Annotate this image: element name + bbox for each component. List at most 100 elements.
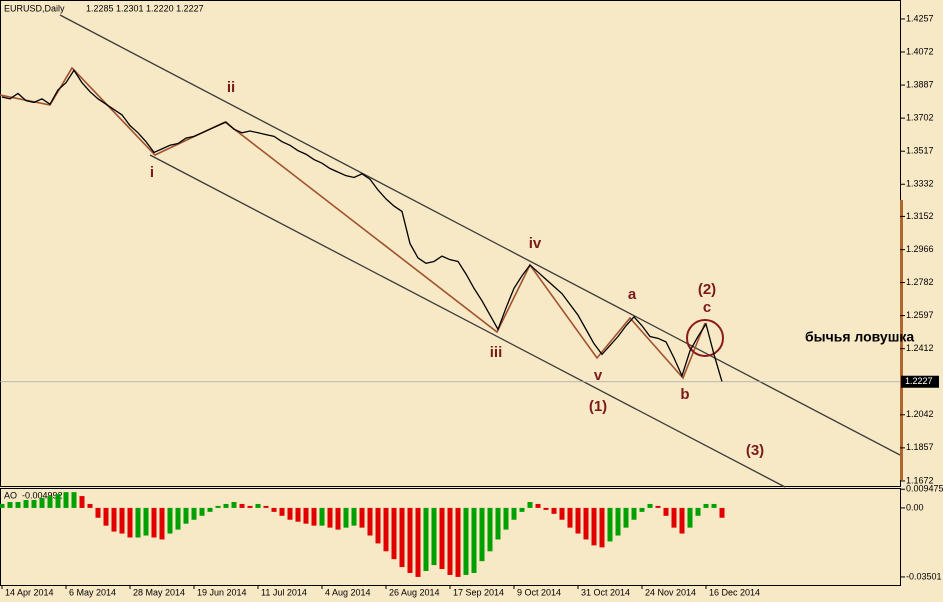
ao-bar [303,507,309,524]
ao-bar [375,507,381,544]
ao-bar [263,505,269,508]
ao-bar [527,501,533,508]
y-tick-label: 1.3332 [906,179,934,189]
ao-bar [607,507,613,542]
x-tick-label: 19 Jun 2014 [197,587,247,597]
price-line [1,69,723,382]
ao-bar [143,507,149,536]
x-tick-label: 4 Aug 2014 [325,587,371,597]
ao-bar [679,507,685,534]
trap-circle [686,319,724,357]
ao-bar [503,507,509,530]
ao-bar [207,507,213,512]
ao-bar [223,503,229,508]
y-tick-label: 1.2966 [906,244,934,254]
x-tick-label: 11 Jul 2014 [261,587,307,597]
ao-bar [31,500,37,508]
x-tick-label: 16 Dec 2014 [709,587,760,597]
ao-bar [439,507,445,570]
y-tick-label: 1.2782 [906,277,934,287]
y-tick-label: 1.2042 [906,409,934,419]
ao-bar [495,507,501,540]
ao-bar [447,507,453,575]
ao-bar [0,503,5,508]
y-tick-label: 1.4257 [906,13,934,23]
ao-bar [351,507,357,526]
ao-bar [407,507,413,573]
annotation-note: бычья ловушка [805,329,914,345]
wave-label: iii [490,344,503,361]
y-tick-label: 1.3702 [906,113,934,123]
ao-bar [311,507,317,526]
ao-bar [487,507,493,552]
ao-bar [175,507,181,530]
ao-bar [455,507,461,577]
y-tick-label: 1.3517 [906,146,934,156]
wave-label: b [680,386,689,403]
ao-bar [343,507,349,528]
ao-bar [511,507,517,520]
x-tick-label: 24 Nov 2014 [645,587,696,597]
ao-bar [423,507,429,572]
y-tick-label: 1.3152 [906,211,934,221]
y-tick-label: -0.03501 [906,571,942,581]
ao-bar [471,507,477,573]
ao-bar [271,507,277,512]
x-tick-label: 28 May 2014 [133,587,185,597]
ao-bar [47,496,53,508]
ao-bar [647,503,653,508]
ao-bar [239,503,245,508]
wave-label: iv [529,235,542,252]
ao-bar [623,507,629,528]
wave-label: a [628,286,637,303]
ao-bar [287,507,293,520]
x-tick-label: 31 Oct 2014 [581,587,630,597]
ao-bar [215,505,221,508]
ao-bar [71,492,77,508]
ao-bar [703,503,709,508]
ao-bar [87,503,93,508]
y-tick-label: 1.2412 [906,343,934,353]
ao-bar [383,507,389,552]
ao-bar [79,496,85,508]
ao-bar [255,503,261,508]
ao-bar [231,501,237,508]
ao-bar [127,507,133,538]
ao-bar [711,503,717,508]
ao-bar [519,507,525,512]
ao-bar [367,507,373,536]
ao-bar [399,507,405,568]
last-price-label: 1.2227 [905,376,933,386]
ao-bar [199,507,205,516]
ao-bar [559,507,565,520]
ao-bar [159,507,165,540]
ao-bar [327,507,333,528]
ao-bar [7,501,13,508]
ao-bar [39,498,45,508]
chart-title: EURUSD,Daily [4,3,65,13]
ao-bar [663,507,669,516]
y-tick-label: 1.3887 [906,79,934,89]
ao-bar [551,507,557,514]
ao-bar [583,507,589,540]
ao-bar [631,507,637,520]
ao-bar [95,507,101,518]
ao-title: AO [4,490,17,500]
y-tick-label: 1.1672 [906,475,934,485]
ao-bar [247,505,253,508]
ao-bar [119,507,125,534]
ao-bar [415,507,421,577]
wave-label: c [703,299,711,316]
header-prices: 1.2285 1.2301 1.2220 1.2227 [86,3,204,13]
x-tick-label: 6 May 2014 [69,587,116,597]
y-tick-label: 0.00 [906,502,924,512]
ao-bar [295,507,301,522]
ao-bar [359,507,365,528]
x-tick-label: 14 Apr 2014 [5,587,54,597]
ao-bar [599,507,605,548]
ao-bar [15,501,21,508]
y-tick-label: 1.1857 [906,442,934,452]
last-price-box [901,375,939,388]
x-tick-label: 26 Aug 2014 [389,587,440,597]
